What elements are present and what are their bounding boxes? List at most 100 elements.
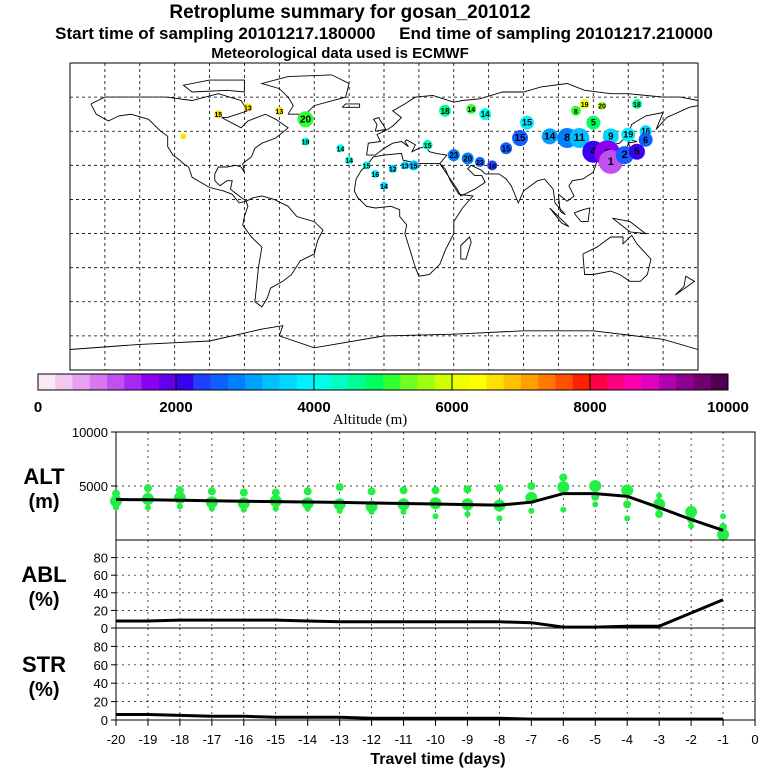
plume-marker bbox=[598, 101, 607, 110]
plume-marker bbox=[579, 98, 590, 109]
plume-label: 13 bbox=[401, 163, 409, 170]
alt-scatter-point bbox=[208, 505, 215, 512]
plume-label: 13 bbox=[244, 105, 252, 112]
alt-scatter-point bbox=[112, 489, 120, 498]
alt-scatter-point bbox=[528, 507, 535, 514]
alt-scatter-point bbox=[303, 487, 312, 496]
colorbar-frame bbox=[37, 373, 729, 391]
plume-marker bbox=[466, 104, 477, 115]
x-tick-label: -10 bbox=[426, 732, 445, 747]
x-tick-label: -17 bbox=[202, 732, 221, 747]
x-tick-label: 0 bbox=[751, 732, 758, 747]
colorbar-swatch bbox=[590, 374, 608, 390]
colorbar-swatch bbox=[641, 374, 660, 390]
plume-marker bbox=[243, 103, 252, 112]
colorbar-tick-label: 10000 bbox=[707, 399, 749, 416]
x-tick-label: -2 bbox=[685, 732, 697, 747]
plume-label: 14 bbox=[345, 158, 353, 165]
alt-scatter-point bbox=[495, 484, 504, 493]
met-data-line: Meteorological data used is ECMWF bbox=[211, 45, 469, 62]
coastline bbox=[573, 207, 591, 223]
alt-scatter-point bbox=[240, 506, 247, 513]
colorbar-swatch bbox=[452, 374, 470, 390]
plume-label: 14 bbox=[467, 107, 475, 114]
colorbar-swatch bbox=[624, 374, 643, 390]
series-line-str bbox=[116, 713, 723, 721]
plume-marker bbox=[638, 132, 653, 147]
colorbar-swatch bbox=[279, 374, 298, 390]
plume-marker bbox=[602, 128, 619, 145]
alt-scatter-point bbox=[335, 483, 344, 492]
plume-label: 18 bbox=[441, 107, 450, 116]
alt-scatter-point bbox=[399, 486, 408, 495]
y-tick-label: 20 bbox=[94, 695, 108, 710]
colorbar-swatch bbox=[365, 374, 384, 390]
plume-marker bbox=[345, 156, 354, 165]
map-grid bbox=[70, 63, 698, 370]
plume-label: 15 bbox=[424, 143, 432, 150]
x-tick-label: -12 bbox=[362, 732, 381, 747]
colorbar-swatch bbox=[607, 374, 625, 390]
sampling-times: Start time of sampling 20101217.180000 E… bbox=[55, 24, 713, 43]
x-tick-label: -3 bbox=[653, 732, 665, 747]
panel-grid-str bbox=[116, 628, 755, 720]
plume-label: 13 bbox=[275, 109, 283, 116]
alt-scatter-point bbox=[717, 528, 730, 541]
colorbar-swatch bbox=[348, 374, 367, 390]
alt-scatter-point bbox=[368, 508, 375, 515]
panel-ylabel: ALT bbox=[23, 464, 65, 489]
plume-marker bbox=[297, 111, 314, 128]
panel-grid-alt bbox=[116, 432, 755, 540]
alt-scatter-point bbox=[624, 515, 631, 522]
plume-label: 15 bbox=[515, 133, 527, 144]
plume-label: 1 bbox=[608, 156, 614, 168]
x-tick-label: -6 bbox=[558, 732, 570, 747]
y-tick-label: 20 bbox=[94, 603, 108, 618]
plume-label: 16 bbox=[371, 172, 379, 179]
coastline bbox=[242, 195, 324, 308]
series-line-abl bbox=[116, 598, 724, 629]
colorbar-swatch bbox=[555, 374, 574, 390]
y-tick-label: 0 bbox=[101, 621, 108, 636]
alt-scatter-point bbox=[496, 515, 503, 522]
plume-marker bbox=[569, 128, 590, 149]
coastline bbox=[582, 234, 652, 282]
alt-scatter-point bbox=[175, 486, 184, 495]
colorbar-swatch bbox=[572, 374, 591, 390]
colorbar-swatch bbox=[538, 374, 556, 390]
panel-ylabel-unit: (%) bbox=[28, 589, 59, 611]
y-tick-label: 60 bbox=[94, 658, 108, 673]
colorbar-swatch bbox=[176, 374, 194, 390]
coastline bbox=[69, 325, 699, 350]
alt-scatter-point bbox=[592, 501, 599, 508]
alt-scatter-point bbox=[589, 480, 602, 492]
y-tick-label: 60 bbox=[94, 568, 108, 583]
colorbar-swatch bbox=[296, 374, 315, 390]
alt-scatter-point bbox=[688, 522, 695, 529]
y-tick-label: 80 bbox=[94, 639, 108, 654]
plume-label: 5 bbox=[634, 147, 640, 158]
colorbar-swatch bbox=[38, 374, 56, 390]
x-tick-label: -1 bbox=[717, 732, 729, 747]
plume-marker bbox=[301, 137, 310, 146]
alt-scatter-point bbox=[621, 484, 634, 497]
plume-marker bbox=[479, 108, 492, 121]
plume-label: 9 bbox=[608, 131, 614, 142]
colorbar-label: Altitude (m) bbox=[333, 412, 408, 428]
y-tick-label: 0 bbox=[101, 713, 108, 728]
coastline bbox=[90, 93, 289, 204]
chart-title: Retroplume summary for gosan_201012 bbox=[169, 2, 531, 23]
colorbar-tick-label: 8000 bbox=[573, 399, 606, 416]
plume-marker bbox=[520, 115, 535, 130]
plume-label: 14 bbox=[481, 110, 490, 119]
coastline bbox=[612, 217, 648, 235]
plume-label: 20 bbox=[598, 104, 606, 111]
plume-marker bbox=[461, 152, 474, 165]
x-tick-label: -7 bbox=[526, 732, 538, 747]
plume-label: 5 bbox=[591, 118, 596, 128]
plume-label: 19 bbox=[581, 102, 589, 109]
x-tick-label: -4 bbox=[621, 732, 633, 747]
plume-marker bbox=[628, 143, 645, 160]
plume-marker bbox=[541, 128, 558, 145]
